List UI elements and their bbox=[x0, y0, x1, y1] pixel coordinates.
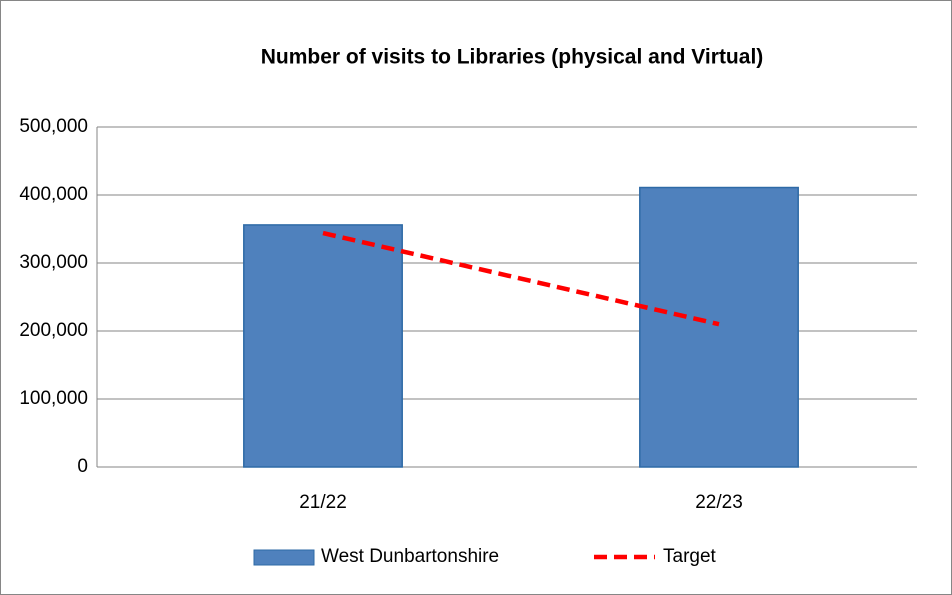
y-tick-label: 400,000 bbox=[19, 184, 88, 205]
y-tick-label: 500,000 bbox=[19, 116, 88, 137]
legend-label: West Dunbartonshire bbox=[321, 546, 499, 567]
bar bbox=[639, 186, 799, 468]
target-line bbox=[322, 230, 720, 327]
legend-swatch bbox=[253, 549, 315, 566]
y-tick-label: 0 bbox=[77, 456, 88, 477]
legend-label: Target bbox=[663, 546, 717, 567]
y-tick-label: 200,000 bbox=[19, 320, 88, 341]
y-tick-label: 300,000 bbox=[19, 252, 88, 273]
y-tick-label: 100,000 bbox=[19, 388, 88, 409]
x-tick-label: 21/22 bbox=[299, 492, 347, 513]
bar bbox=[243, 224, 403, 468]
x-tick-label: 22/23 bbox=[695, 492, 743, 513]
chart-title: Number of visits to Libraries (physical … bbox=[261, 46, 764, 69]
